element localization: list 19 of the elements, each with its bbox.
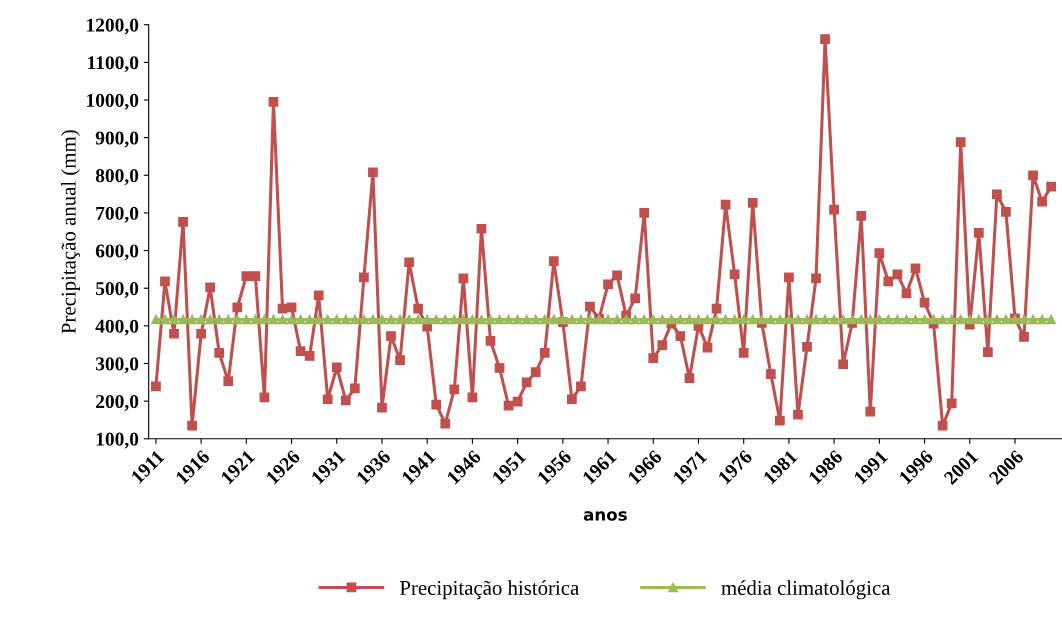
x-tick-label: 1931 bbox=[310, 449, 346, 485]
x-tick-label: 1911 bbox=[130, 449, 165, 484]
y-tick-label: 900,0 bbox=[95, 131, 139, 148]
y-tick-label: 800,0 bbox=[95, 169, 139, 186]
y-tick-label: 1200,0 bbox=[87, 18, 139, 35]
y-tick-label: 1100,0 bbox=[88, 56, 139, 73]
y-tick-label: 1000,0 bbox=[87, 93, 139, 110]
y-tick-label: 400,0 bbox=[95, 319, 139, 336]
y-tick-label: 600,0 bbox=[95, 244, 139, 261]
y-tick-label: 700,0 bbox=[96, 206, 139, 223]
x-tick-label: 1981 bbox=[762, 449, 798, 485]
legend-label: média climatológica bbox=[721, 580, 891, 600]
y-axis-title: Precipitação anual (mm) bbox=[61, 130, 80, 334]
y-tick-label: 500,0 bbox=[95, 282, 139, 298]
y-tick-label: 200,0 bbox=[96, 394, 139, 411]
y-tick-label: 100,0 bbox=[96, 432, 139, 449]
y-tick-label: 300,0 bbox=[95, 357, 139, 374]
legend-label: Precipitação histórica bbox=[399, 580, 579, 600]
x-axis-title: anos bbox=[583, 511, 627, 521]
